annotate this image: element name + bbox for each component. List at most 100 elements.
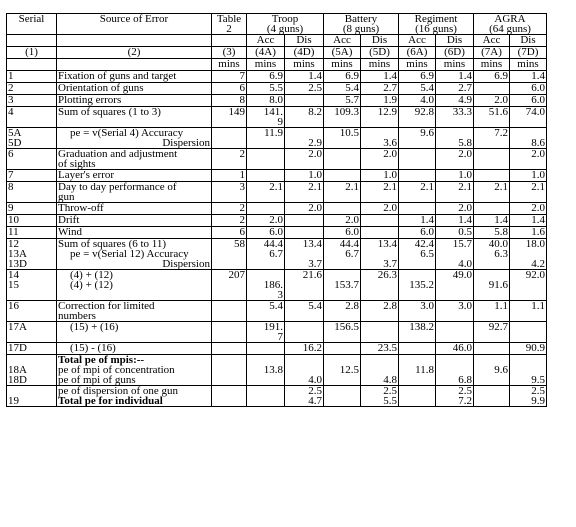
units-empty xyxy=(6,58,57,71)
accuracy-cell: 5.4 xyxy=(398,82,436,95)
serial-cell: 8 xyxy=(6,181,57,203)
accuracy-cell xyxy=(473,148,510,170)
subheader-acc: Acc xyxy=(473,34,510,47)
colnum-cell: (4D) xyxy=(284,46,324,59)
serial-cell: 10 xyxy=(6,214,57,227)
dispersion-cell: 8.2 xyxy=(284,106,324,128)
accuracy-cell: 156.5 xyxy=(323,321,361,343)
accuracy-cell xyxy=(473,202,510,215)
subheader-dis: Dis xyxy=(435,34,474,47)
accuracy-cell: 6.9 xyxy=(473,70,510,83)
table2-cell xyxy=(211,385,247,407)
subheader-acc: Acc xyxy=(398,34,436,47)
source-cell: Drift xyxy=(56,214,212,227)
accuracy-cell: 51.6 xyxy=(473,106,510,128)
accuracy-cell: 92.7 xyxy=(473,321,510,343)
table-row: 18A 18D Total pe of mpis:-- pe of mpi of co… xyxy=(6,354,547,386)
dispersion-cell xyxy=(360,321,399,343)
source-cell: pe of dispersion of one gun Total pe for … xyxy=(56,385,212,407)
accuracy-cell: 2.0 xyxy=(473,94,510,107)
serial-cell: 2 xyxy=(6,82,57,95)
accuracy-cell xyxy=(246,169,285,182)
dispersion-cell: 6.0 xyxy=(509,94,547,107)
accuracy-cell xyxy=(323,342,361,355)
colnum-cell: (6D) xyxy=(435,46,474,59)
accuracy-cell: 6.0 xyxy=(398,226,436,239)
dispersion-cell: 3.6 xyxy=(360,127,399,149)
subheader-acc: Acc xyxy=(246,34,285,47)
table2-cell: 58 xyxy=(211,238,247,270)
table2-cell: 149 xyxy=(211,106,247,128)
source-cell: Wind xyxy=(56,226,212,239)
colnum-cell: (6A) xyxy=(398,46,436,59)
error-table-document: Serial Source of Error Table 2 Troop (4 g… xyxy=(6,13,547,407)
source-cell: Throw-off xyxy=(56,202,212,215)
accuracy-cell: 42.4 6.5 xyxy=(398,238,436,270)
table-row: 5A 5D pe = v(Serial 4) Accuracy Dispersion 1… xyxy=(6,127,547,149)
accuracy-cell xyxy=(246,202,285,215)
battery-guns: (8 guns) xyxy=(342,23,380,35)
dispersion-cell: 33.3 xyxy=(435,106,474,128)
battery-label: Battery xyxy=(344,13,378,25)
source-cell: Layer's error xyxy=(56,169,212,182)
serial-cell: 7 xyxy=(6,169,57,182)
subheader-empty xyxy=(56,34,212,47)
header-battery: Battery (8 guns) xyxy=(323,13,399,35)
dispersion-cell xyxy=(284,214,324,227)
dispersion-cell: 2.5 4.7 xyxy=(284,385,324,407)
dispersion-cell: 1.4 xyxy=(509,70,547,83)
table-row: 11 Wind 6 6.0 6.0 6.0 0.5 5.8 1.6 xyxy=(6,226,547,239)
dispersion-cell: 23.5 xyxy=(360,342,399,355)
accuracy-cell xyxy=(473,385,510,407)
dispersion-cell: 2.8 xyxy=(360,300,399,322)
subheader-empty xyxy=(211,34,247,47)
accuracy-cell xyxy=(398,148,436,170)
serial-cell: 17D xyxy=(6,342,57,355)
serial-cell: 12 13A 13D xyxy=(6,238,57,270)
accuracy-cell: 9.6 xyxy=(473,354,510,386)
header-table: Table 2 xyxy=(211,13,247,35)
dispersion-cell: 5.4 xyxy=(284,300,324,322)
dispersion-cell: 74.0 xyxy=(509,106,547,128)
source-cell: (15) - (16) xyxy=(56,342,212,355)
units-empty xyxy=(56,58,212,71)
dispersion-cell: 13.4 3.7 xyxy=(284,238,324,270)
table-row: 17D (15) - (16) 16.2 23.5 46.0 90.9 xyxy=(6,342,547,355)
serial-cell: 17A xyxy=(6,321,57,343)
colnum-cell: (7D) xyxy=(509,46,547,59)
accuracy-cell: 13.8 xyxy=(246,354,285,386)
accuracy-cell: 2.1 xyxy=(323,181,361,203)
dispersion-cell: 90.9 xyxy=(509,342,547,355)
dispersion-cell: 1.4 xyxy=(435,214,474,227)
header-regiment: Regiment (16 guns) xyxy=(398,13,474,35)
accuracy-cell: 153.7 xyxy=(323,269,361,301)
header-serial: Serial xyxy=(6,13,57,35)
dispersion-cell: 2.0 xyxy=(435,148,474,170)
accuracy-cell: 2.0 xyxy=(246,214,285,227)
dispersion-cell: 5.8 xyxy=(435,127,474,149)
dispersion-cell: 2.0 xyxy=(284,148,324,170)
dispersion-cell: 2.7 xyxy=(435,82,474,95)
dispersion-cell: 13.4 3.7 xyxy=(360,238,399,270)
accuracy-cell: 2.1 xyxy=(398,181,436,203)
units-cell: mins xyxy=(360,58,399,71)
accuracy-cell xyxy=(323,169,361,182)
dispersion-cell: 16.2 xyxy=(284,342,324,355)
dispersion-cell: 2.0 xyxy=(284,202,324,215)
dispersion-cell: 92.0 xyxy=(509,269,547,301)
dispersion-cell: 2.7 xyxy=(360,82,399,95)
dispersion-cell: 49.0 xyxy=(435,269,474,301)
dispersion-cell: 6.0 xyxy=(509,82,547,95)
agra-guns: (64 guns) xyxy=(489,23,531,35)
accuracy-cell: 1.4 xyxy=(398,214,436,227)
source-cell: (15) + (16) xyxy=(56,321,212,343)
regiment-label: Regiment xyxy=(414,13,458,25)
accuracy-cell: 5.8 xyxy=(473,226,510,239)
regiment-guns: (16 guns) xyxy=(415,23,457,35)
dispersion-cell xyxy=(284,226,324,239)
units-row: mins mins mins mins mins mins mins mins … xyxy=(6,58,547,71)
header-agra: AGRA (64 guns) xyxy=(473,13,547,35)
serial-cell: 19 xyxy=(6,385,57,407)
accuracy-cell: 11.9 xyxy=(246,127,285,149)
dispersion-cell: 2.5 xyxy=(284,82,324,95)
